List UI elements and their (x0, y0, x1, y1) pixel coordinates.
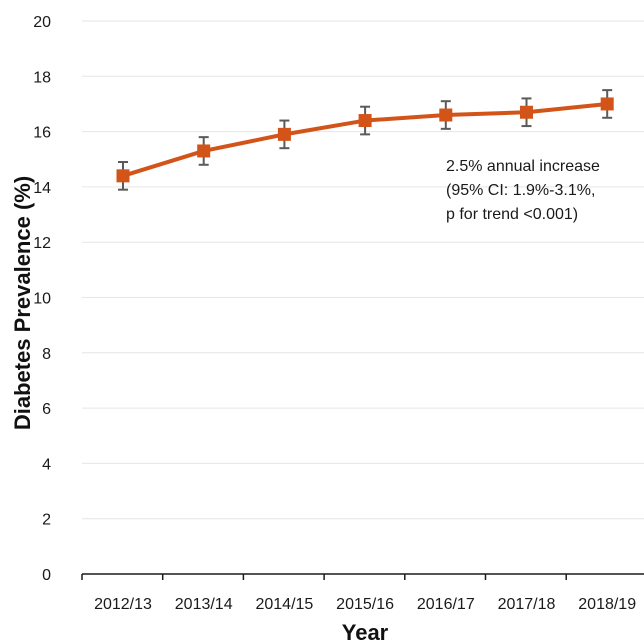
data-point (277, 127, 291, 141)
x-tick-labels: 2012/13 2013/14 2014/15 2015/16 2016/17 2017/… (94, 596, 636, 613)
y-tick-label: 12 (33, 235, 51, 252)
y-tick-label: 20 (33, 14, 51, 31)
x-tick-label: 2012/13 (94, 596, 152, 613)
x-tick-label: 2018/19 (578, 596, 636, 613)
annotation-line-3: p for trend <0.001) (446, 206, 578, 223)
data-point (197, 144, 211, 158)
x-tick-label: 2017/18 (498, 596, 556, 613)
trend-annotation: 2.5% annual increase (95% CI: 1.9%-3.1%,… (446, 158, 600, 223)
data-points (116, 97, 614, 183)
y-tick-label: 0 (42, 567, 51, 584)
x-tick-label: 2013/14 (175, 596, 233, 613)
data-point (600, 97, 614, 111)
y-tick-label: 4 (42, 456, 51, 473)
y-tick-label: 2 (42, 512, 51, 529)
x-tick-label: 2014/15 (255, 596, 313, 613)
y-axis-title: Diabetes Prevalence (%) (10, 176, 35, 430)
y-tick-label: 18 (33, 69, 51, 86)
y-tick-label: 14 (33, 180, 51, 197)
y-tick-label: 6 (42, 401, 51, 418)
data-point (358, 114, 372, 128)
y-tick-label: 10 (33, 291, 51, 308)
data-point (116, 169, 130, 183)
gridlines (82, 20, 644, 520)
x-tick-label: 2016/17 (417, 596, 475, 613)
y-tick-label: 16 (33, 125, 51, 142)
x-axis-title: Year (342, 620, 389, 644)
x-tick-label: 2015/16 (336, 596, 394, 613)
annotation-line-1: 2.5% annual increase (446, 158, 600, 175)
y-tick-label: 8 (42, 346, 51, 363)
data-point (520, 105, 533, 119)
y-tick-labels: 0 2 4 6 8 10 12 14 16 18 20 (33, 14, 51, 584)
annotation-line-2: (95% CI: 1.9%-3.1%, (446, 182, 595, 199)
axes (81, 573, 644, 580)
data-point (439, 108, 453, 122)
